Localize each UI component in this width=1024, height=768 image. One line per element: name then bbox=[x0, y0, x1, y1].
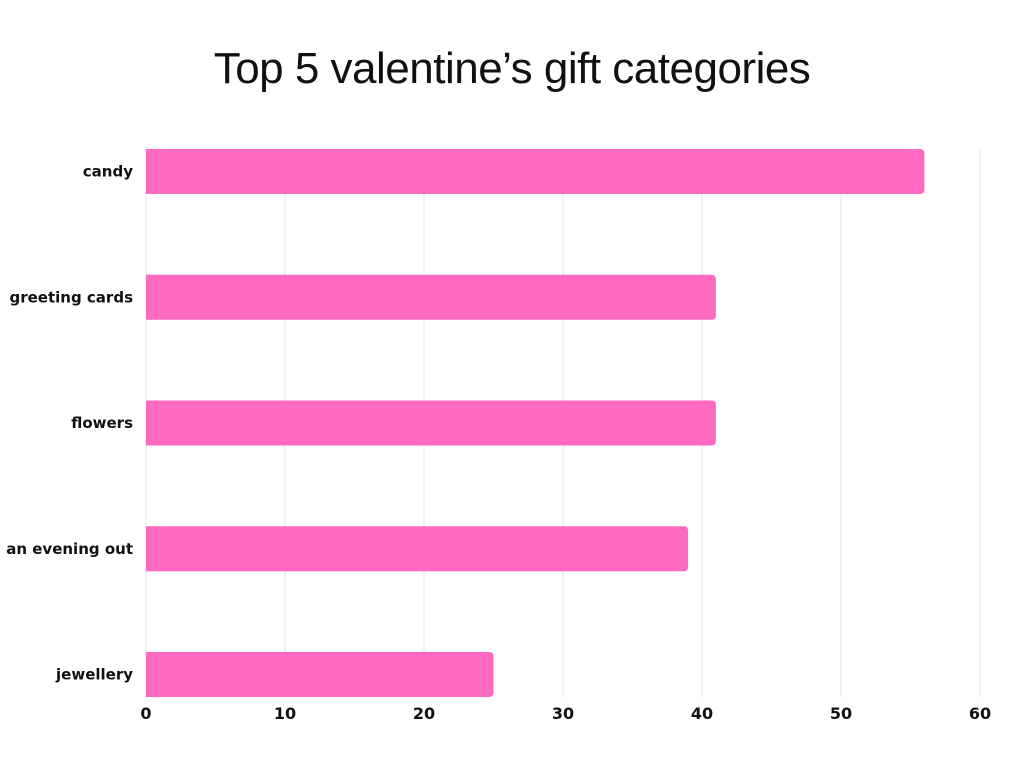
bar-base bbox=[146, 652, 154, 697]
chart-title: Top 5 valentine’s gift categories bbox=[213, 44, 811, 93]
bar-base bbox=[146, 526, 154, 572]
bar-jewellery bbox=[146, 652, 494, 697]
category-label: jewellery bbox=[55, 666, 133, 684]
x-tick-label: 40 bbox=[691, 704, 713, 723]
bar-an-evening-out bbox=[146, 526, 689, 572]
x-tick-label: 10 bbox=[274, 704, 296, 723]
category-label: candy bbox=[83, 163, 133, 181]
x-tick-label: 0 bbox=[140, 704, 151, 723]
bars bbox=[146, 149, 925, 697]
x-tick-label: 60 bbox=[969, 704, 991, 723]
category-labels: candy greeting cards flowers an evening out… bbox=[6, 163, 133, 684]
bar-base bbox=[146, 400, 154, 446]
bar-base bbox=[146, 274, 154, 320]
category-label: an evening out bbox=[6, 540, 133, 558]
bar-candy bbox=[146, 149, 925, 194]
bar-base bbox=[146, 149, 154, 194]
bar-greeting-cards bbox=[146, 274, 716, 320]
category-label: flowers bbox=[71, 414, 133, 432]
x-axis-tick-labels: 0 10 20 30 40 50 60 bbox=[140, 704, 991, 723]
x-tick-label: 50 bbox=[830, 704, 852, 723]
x-tick-label: 30 bbox=[552, 704, 574, 723]
x-tick-label: 20 bbox=[413, 704, 435, 723]
category-label: greeting cards bbox=[9, 288, 133, 306]
bar-flowers bbox=[146, 400, 716, 446]
